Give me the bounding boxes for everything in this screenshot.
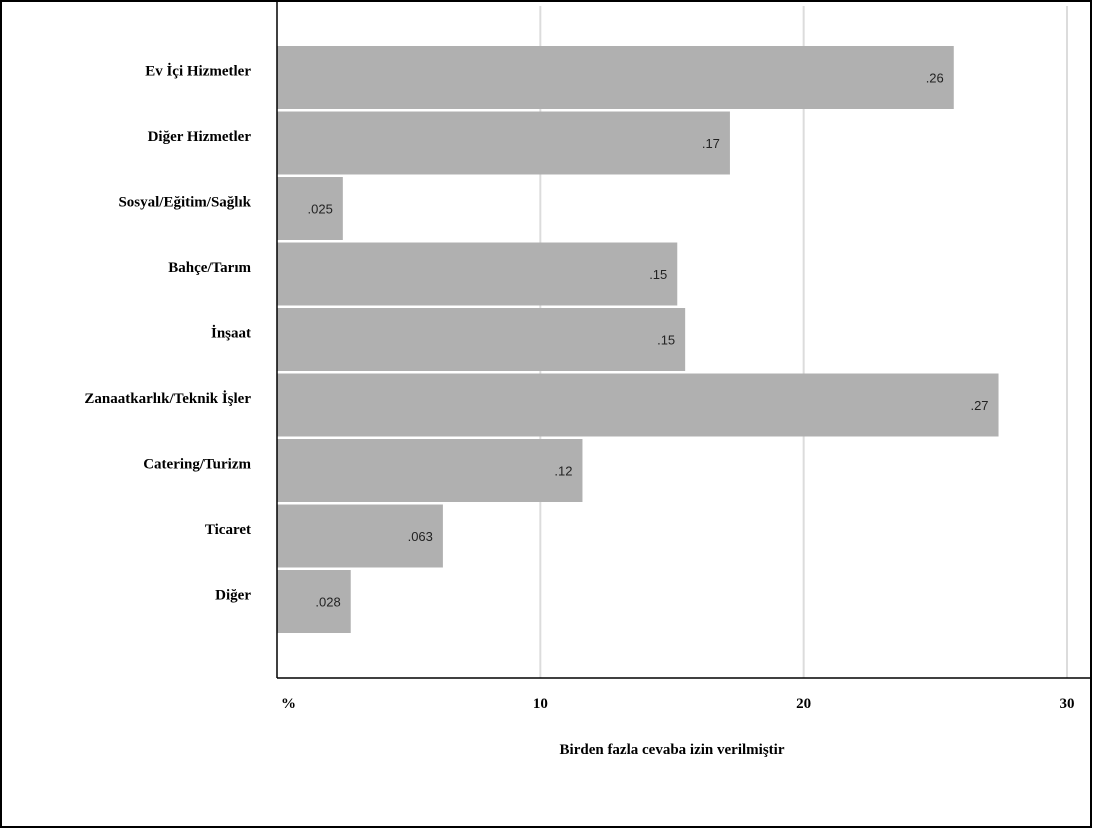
- x-tick-label-3: 30: [1060, 696, 1075, 712]
- bar-1: [277, 111, 730, 175]
- category-label-4: İnşaat: [211, 325, 251, 342]
- data-label-4: .15: [657, 333, 675, 348]
- category-label-7: Ticaret: [205, 522, 251, 538]
- x-tick-label-2: 20: [796, 696, 811, 712]
- x-tick-label-1: 10: [533, 696, 548, 712]
- category-label-8: Diğer: [215, 588, 251, 604]
- bar-6: [277, 439, 583, 502]
- bar-4: [277, 308, 686, 371]
- data-label-7: .063: [408, 529, 433, 544]
- bar-7: [277, 504, 443, 568]
- tick-labels: % 10 20 30: [281, 696, 1075, 712]
- bar-3: [277, 242, 678, 306]
- data-label-8: .028: [315, 595, 340, 610]
- category-label-3: Bahçe/Tarım: [168, 260, 251, 276]
- category-label-0: Ev İçi Hizmetler: [145, 63, 251, 80]
- data-label-5: .27: [970, 398, 988, 413]
- category-label-6: Catering/Turizm: [143, 457, 251, 473]
- data-label-6: .12: [554, 464, 572, 479]
- data-label-2: .025: [308, 202, 333, 217]
- bars: .26 .17 .025 .15 .15 .27 .12 .063 .028: [277, 46, 999, 633]
- data-label-3: .15: [649, 267, 667, 282]
- category-label-2: Sosyal/Eğitim/Sağlık: [118, 195, 251, 211]
- category-label-1: Diğer Hizmetler: [148, 129, 252, 145]
- x-tick-label-0: %: [281, 696, 296, 712]
- bar-8: [277, 570, 351, 633]
- data-label-1: .17: [702, 136, 720, 151]
- data-label-0: .26: [926, 71, 944, 86]
- axes: [276, 2, 1092, 679]
- x-axis-label: Birden fazla cevaba izin verilmiştir: [560, 742, 785, 758]
- bar-0: [277, 46, 954, 109]
- bar-2: [277, 177, 343, 240]
- category-labels: Ev İçi Hizmetler Diğer Hizmetler Sosyal/Eğ…: [84, 63, 251, 604]
- bar-5: [277, 373, 999, 437]
- category-label-5: Zanaatkarlık/Teknik İşler: [84, 390, 251, 407]
